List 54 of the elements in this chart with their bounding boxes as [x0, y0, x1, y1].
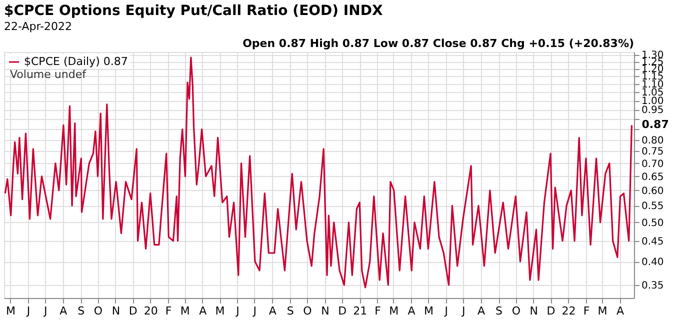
x-tick-label: F — [374, 304, 381, 318]
y-tick-label: 0.70 — [642, 158, 664, 170]
y-tick-label: 0.45 — [642, 236, 664, 248]
text: Open 0.87 High 0.87 Low 0.87 Close 0.87 Chg +0.15 (+20.83%) — [242, 37, 634, 50]
x-tick-label: A — [268, 304, 277, 318]
x-tick-label: N — [321, 304, 330, 318]
x-tick-label: O — [94, 304, 103, 318]
x-tick-label: J — [235, 304, 240, 318]
x-tick-label: M — [424, 304, 434, 318]
x-tick-label: M — [598, 304, 608, 318]
x-tick-label: M — [215, 304, 225, 318]
chart-title: $CPCE Options Equity Put/Call Ratio (EOD) INDX — [4, 3, 383, 19]
y-tick-label: 0.60 — [642, 186, 664, 197]
x-tick-label: 21 — [353, 304, 368, 318]
x-tick-label: J — [460, 304, 466, 318]
x-tick-label: J — [444, 304, 448, 318]
x-tick-label: O — [303, 304, 312, 318]
x-tick-label: A — [408, 304, 416, 318]
x-tick-label: F — [583, 304, 590, 318]
x-tick-label: A — [199, 304, 208, 318]
y-tick-label: 0.55 — [642, 201, 664, 212]
x-tick-label: J — [252, 304, 257, 318]
chart-subtitle: 22-Apr-2022 — [4, 20, 72, 33]
line-series — [4, 56, 633, 288]
x-tick-label: A — [60, 304, 68, 318]
x-tick-label: 22 — [562, 304, 576, 318]
x-tick-label: A — [478, 304, 486, 318]
y-tick-label: 0.50 — [642, 218, 664, 229]
x-tick-label: S — [496, 304, 503, 318]
y-tick-label: 0.65 — [642, 172, 664, 183]
x-tick-label: A — [616, 304, 624, 318]
y-tick-label: 0.40 — [642, 257, 664, 268]
x-tick-label: J — [26, 304, 30, 318]
x-tick-label: M — [389, 304, 399, 318]
x-tick-label: F — [165, 304, 172, 318]
x-tick-label: N — [112, 304, 120, 318]
annotation: 0.87 — [642, 118, 669, 132]
x-tick-label: N — [530, 304, 538, 318]
x-tick-label: D — [546, 304, 556, 318]
y-tick-label: 0.75 — [642, 146, 664, 158]
annotation: Volume undef — [10, 68, 88, 81]
x-tick-label: S — [286, 304, 294, 318]
y-tick-label: 0.35 — [642, 280, 664, 292]
x-tick-label: D — [338, 304, 347, 318]
y-tick-label: 0.95 — [642, 105, 664, 116]
x-tick-label: M — [180, 304, 190, 318]
x-tick-label: O — [512, 304, 521, 318]
legend-label: $CPCE (Daily) 0.87 — [24, 55, 128, 68]
x-tick-label: M — [6, 304, 16, 318]
y-tick-label: 0.80 — [642, 135, 664, 146]
x-tick-label: D — [128, 304, 138, 318]
x-tick-label: 20 — [144, 304, 158, 318]
x-tick-label: S — [78, 304, 85, 318]
x-tick-label: J — [43, 304, 48, 318]
